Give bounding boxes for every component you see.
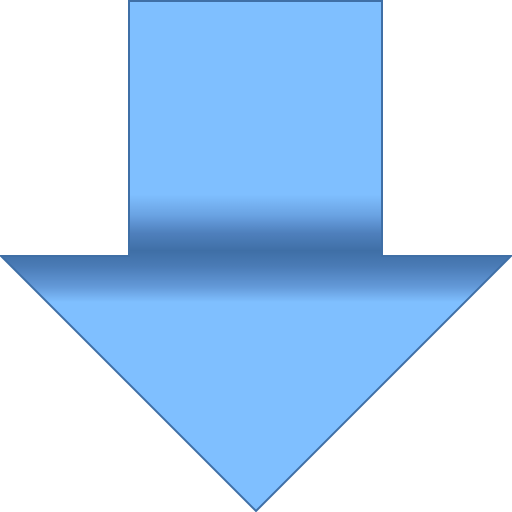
down-arrow-icon [0, 0, 512, 512]
arrow-shape [0, 0, 512, 512]
canvas [0, 0, 512, 512]
